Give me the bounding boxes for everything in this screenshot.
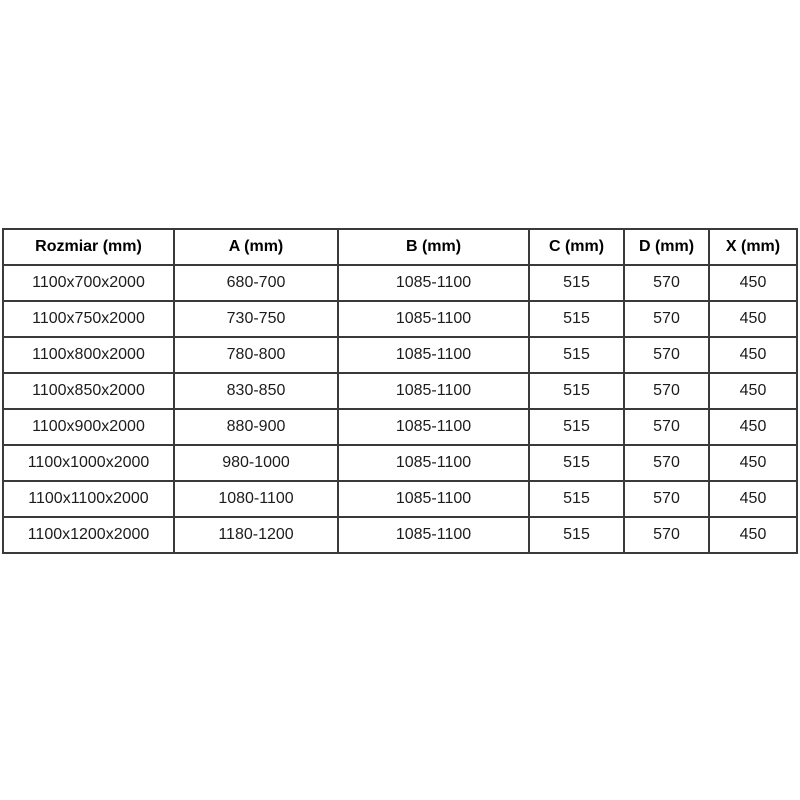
table-cell: 1100x1000x2000	[2, 444, 175, 482]
size-table-container: Rozmiar (mm) A (mm) B (mm) C (mm) D (mm)…	[2, 228, 798, 554]
table-cell: 1100x750x2000	[2, 300, 175, 338]
table-cell: 1085-1100	[337, 516, 530, 554]
table-cell: 515	[528, 516, 625, 554]
table-cell: 780-800	[173, 336, 339, 374]
table-cell: 1085-1100	[337, 264, 530, 302]
table-cell: 1100x850x2000	[2, 372, 175, 410]
table-cell: 1100x800x2000	[2, 336, 175, 374]
table-cell: 1085-1100	[337, 372, 530, 410]
table-row: 1100x850x2000 830-850 1085-1100 515 570 …	[2, 372, 798, 410]
table-row: 1100x1200x2000 1180-1200 1085-1100 515 5…	[2, 516, 798, 554]
table-cell: 570	[623, 300, 710, 338]
table-cell: 1180-1200	[173, 516, 339, 554]
table-cell: 680-700	[173, 264, 339, 302]
table-cell: 570	[623, 516, 710, 554]
table-cell: 450	[708, 480, 798, 518]
table-cell: 450	[708, 372, 798, 410]
table-cell: 450	[708, 516, 798, 554]
column-header-rozmiar: Rozmiar (mm)	[2, 228, 175, 266]
column-header-d: D (mm)	[623, 228, 710, 266]
table-cell: 1100x1200x2000	[2, 516, 175, 554]
table-cell: 1100x900x2000	[2, 408, 175, 446]
table-cell: 570	[623, 408, 710, 446]
table-cell: 1100x700x2000	[2, 264, 175, 302]
table-row: 1100x700x2000 680-700 1085-1100 515 570 …	[2, 264, 798, 302]
table-row: 1100x750x2000 730-750 1085-1100 515 570 …	[2, 300, 798, 338]
table-cell: 880-900	[173, 408, 339, 446]
column-header-x: X (mm)	[708, 228, 798, 266]
column-header-a: A (mm)	[173, 228, 339, 266]
table-cell: 570	[623, 480, 710, 518]
table-cell: 570	[623, 264, 710, 302]
table-cell: 570	[623, 336, 710, 374]
table-cell: 450	[708, 444, 798, 482]
table-cell: 515	[528, 336, 625, 374]
table-cell: 515	[528, 300, 625, 338]
table-cell: 450	[708, 300, 798, 338]
table-cell: 1085-1100	[337, 300, 530, 338]
table-cell: 515	[528, 480, 625, 518]
table-cell: 1085-1100	[337, 480, 530, 518]
table-cell: 980-1000	[173, 444, 339, 482]
table-row: 1100x900x2000 880-900 1085-1100 515 570 …	[2, 408, 798, 446]
table-cell: 515	[528, 444, 625, 482]
table-cell: 730-750	[173, 300, 339, 338]
table-row: 1100x1000x2000 980-1000 1085-1100 515 57…	[2, 444, 798, 482]
table-row: 1100x1100x2000 1080-1100 1085-1100 515 5…	[2, 480, 798, 518]
table-cell: 1080-1100	[173, 480, 339, 518]
table-cell: 1085-1100	[337, 336, 530, 374]
table-header-row: Rozmiar (mm) A (mm) B (mm) C (mm) D (mm)…	[2, 228, 798, 266]
table-cell: 450	[708, 264, 798, 302]
table-cell: 570	[623, 372, 710, 410]
table-row: 1100x800x2000 780-800 1085-1100 515 570 …	[2, 336, 798, 374]
table-cell: 450	[708, 336, 798, 374]
table-cell: 570	[623, 444, 710, 482]
table-cell: 830-850	[173, 372, 339, 410]
table-cell: 450	[708, 408, 798, 446]
column-header-b: B (mm)	[337, 228, 530, 266]
table-cell: 1100x1100x2000	[2, 480, 175, 518]
table-cell: 515	[528, 372, 625, 410]
size-table: Rozmiar (mm) A (mm) B (mm) C (mm) D (mm)…	[2, 228, 798, 554]
table-cell: 1085-1100	[337, 408, 530, 446]
table-cell: 1085-1100	[337, 444, 530, 482]
column-header-c: C (mm)	[528, 228, 625, 266]
table-cell: 515	[528, 408, 625, 446]
table-cell: 515	[528, 264, 625, 302]
